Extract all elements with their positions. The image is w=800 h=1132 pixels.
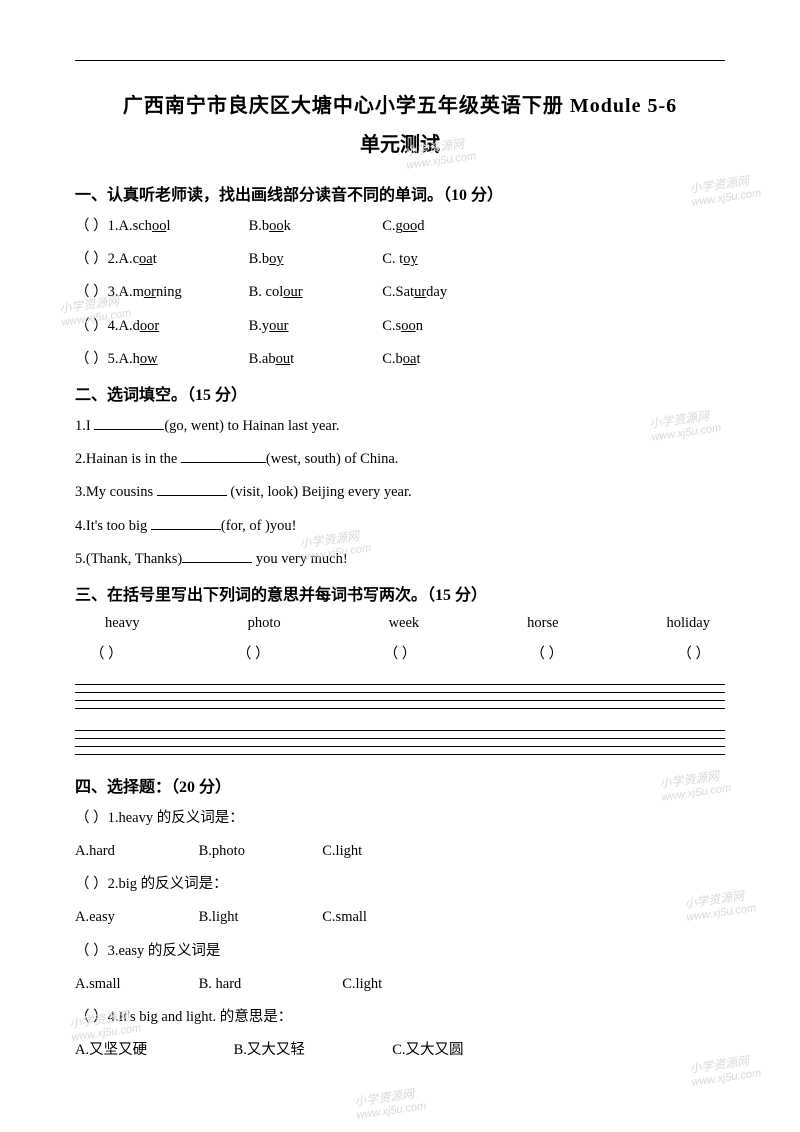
word: photo: [248, 615, 281, 632]
blank: [182, 550, 252, 563]
blank: [157, 483, 227, 496]
s4-opts: A.hard B.photo C.light: [75, 840, 725, 863]
s1-item: （ ）4.A.door B.your C.soon: [75, 315, 725, 338]
s1-item: （ ）3.A.morning B. colour C.Saturday: [75, 281, 725, 304]
paren-blank: （ ）: [384, 642, 417, 663]
section4-items: （ ）1.heavy 的反义词是： A.hard B.photo C.light…: [75, 807, 725, 1063]
q-num: 1: [108, 218, 115, 234]
word-row: heavy photo week horse holiday: [75, 615, 725, 632]
word: heavy: [105, 615, 140, 632]
section3-heading: 三、在括号里写出下列词的意思并每词书写两次。（15 分）: [75, 581, 725, 605]
paren-blank: （ ）: [531, 642, 564, 663]
watermark: 小学资源网www.xj5u.com: [353, 1083, 427, 1122]
s2-item: 5.(Thank, Thanks) you very much!: [75, 548, 725, 571]
s1-item: （ ）2.A.coat B.boy C. toy: [75, 248, 725, 271]
section1-heading: 一、认真听老师读，找出画线部分读音不同的单词。（10 分）: [75, 181, 725, 205]
s4-opts: A.small B. hard C.light: [75, 973, 725, 996]
s2-item: 4.It's too big (for, of )you!: [75, 515, 725, 538]
s1-item: （ ）5.A.how B.about C.boat: [75, 348, 725, 371]
section1-items: （ ）1.A.school B.book C.good （ ）2.A.coat …: [75, 215, 725, 371]
s4-q: （ ）1.heavy 的反义词是：: [75, 807, 725, 830]
word: holiday: [666, 615, 710, 632]
s4-q: （ ）2.big 的反义词是：: [75, 873, 725, 896]
writing-lines: [75, 677, 725, 755]
s2-item: 3.My cousins (visit, look) Beijing every…: [75, 481, 725, 504]
s4-opts: A.又坚又硬 B.又大又轻 C.又大又圆: [75, 1039, 725, 1062]
top-rule: [75, 60, 725, 61]
s1-item: （ ）1.A.school B.book C.good: [75, 215, 725, 238]
section2-heading: 二、选词填空。（15 分）: [75, 381, 725, 405]
s4-q: （ ）4.It's big and light. 的意思是：: [75, 1006, 725, 1029]
paren-row: （ ） （ ） （ ） （ ） （ ）: [75, 642, 725, 663]
blank: [94, 417, 164, 430]
blank: [151, 516, 221, 529]
paren-blank: （ ）: [90, 642, 123, 663]
s2-item: 2.Hainan is in the (west, south) of Chin…: [75, 448, 725, 471]
s4-q: （ ）3.easy 的反义词是: [75, 940, 725, 963]
s2-item: 1.I (go, went) to Hainan last year.: [75, 415, 725, 438]
paren-blank: （ ）: [237, 642, 270, 663]
blank: [181, 450, 266, 463]
page-subtitle: 单元测试: [75, 128, 725, 157]
s4-opts: A.easy B.light C.small: [75, 906, 725, 929]
section2-items: 1.I (go, went) to Hainan last year. 2.Ha…: [75, 415, 725, 571]
page-title: 广西南宁市良庆区大塘中心小学五年级英语下册 Module 5-6: [75, 89, 725, 118]
word: horse: [527, 615, 558, 632]
paren-blank: （ ）: [677, 642, 710, 663]
section4-heading: 四、选择题：（20 分）: [75, 773, 725, 797]
word: week: [389, 615, 420, 632]
